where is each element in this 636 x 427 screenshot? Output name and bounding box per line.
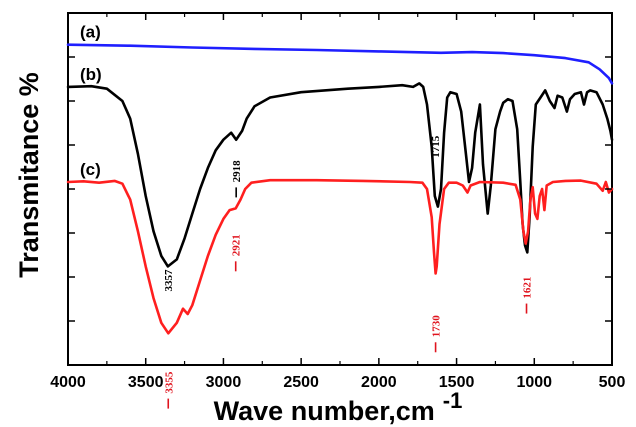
series-line-a [66,43,614,85]
x-tick-label: 2500 [283,374,319,391]
peak-label: 3357 [163,269,175,292]
x-tick-label: 3000 [206,374,242,391]
x-tick-label: 4000 [50,374,86,391]
series-layer [66,43,614,335]
x-axis-title-superscript: -1 [443,388,463,413]
peak-annotation: 2918 [231,160,243,183]
peak-annotation: 1715 [430,135,442,158]
tick-layer: 4000 3500 3000 2500 2000 1500 1000 500 [50,13,625,391]
x-tick-label: 1000 [516,374,552,391]
peak-label: 1715 [430,135,442,158]
peak-annotation: 1621 [522,277,534,299]
y-axis-title: Transmitance % [14,72,44,278]
x-tick-label: 2000 [361,374,397,391]
series-tag-b: (b) [80,65,102,84]
peak-label: 2921 [231,234,243,256]
peak-annotation: 3357 [163,269,175,292]
peak-label: 1730 [431,315,443,338]
series-tag-a: (a) [80,23,101,42]
series-tag-c: (c) [80,160,101,179]
x-tick-label: 3500 [128,374,164,391]
x-axis-title: Wave number,cm -1 [214,388,463,426]
peak-marker-layer [167,187,528,409]
label-layer: (a) (b) (c) 1715 2918 3357 2921 3355 1730 1621 [80,23,534,394]
x-tick-label: 1500 [439,374,475,391]
series-line-c [66,178,614,335]
peak-annotation: 1730 [431,315,443,338]
peak-label: 2918 [231,160,243,183]
series-line-b [66,82,614,268]
x-tick-label: 500 [599,374,626,391]
peak-label: 1621 [522,277,534,299]
peak-annotation: 2921 [231,234,243,256]
x-axis-title-text: Wave number,cm [214,396,435,426]
peak-label: 3355 [163,371,175,394]
peak-annotation: 3355 [163,371,175,394]
